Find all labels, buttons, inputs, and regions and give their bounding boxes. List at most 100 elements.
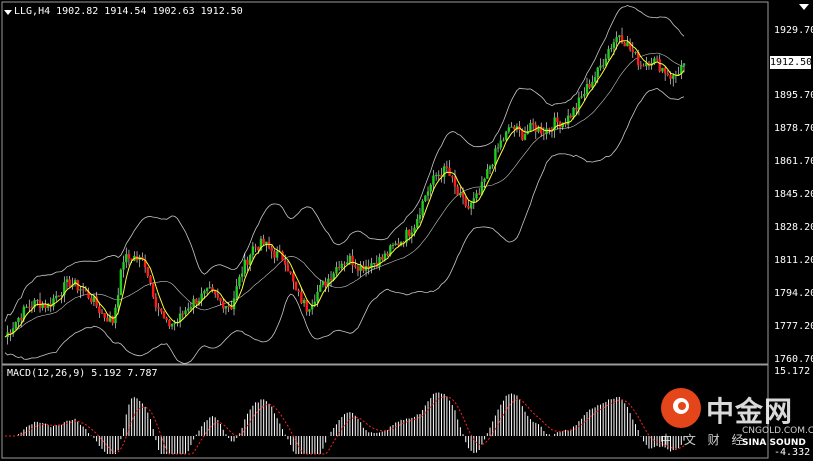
candle-body — [510, 126, 513, 128]
candle-body — [658, 59, 661, 72]
candle-body — [310, 304, 314, 310]
candle-body — [569, 115, 573, 118]
candle-body — [553, 117, 556, 131]
candle-body — [413, 227, 416, 233]
candle-body — [426, 191, 430, 196]
candle-body — [65, 279, 69, 283]
candle-body — [321, 281, 325, 285]
candle-body — [305, 300, 308, 312]
candle-body — [359, 265, 362, 271]
candle-body — [636, 51, 640, 66]
candle-body — [537, 126, 540, 132]
candle-body — [564, 122, 567, 125]
candle-body — [289, 271, 292, 274]
candle-body — [76, 280, 79, 291]
candle-body — [14, 322, 17, 329]
candle-body — [631, 49, 635, 53]
candle-body — [542, 133, 546, 135]
candle-body — [114, 307, 117, 324]
candle-body — [178, 313, 182, 323]
candle-body — [628, 42, 632, 50]
candle-body — [189, 306, 193, 309]
candle-body — [275, 251, 279, 258]
candle-body — [494, 148, 497, 165]
candle-body — [28, 306, 31, 308]
candle-body — [248, 254, 252, 265]
candle-body — [451, 175, 454, 178]
y-tick-label: 1794.20 — [774, 288, 813, 299]
candle-body — [599, 65, 602, 68]
candle-body — [534, 124, 538, 132]
candle-body — [556, 117, 559, 123]
candle-body — [558, 122, 562, 128]
candle-body — [297, 290, 300, 292]
candle-body — [230, 306, 233, 310]
candle-body — [418, 214, 422, 220]
price-panel-frame — [1, 1, 769, 365]
candle-body — [157, 307, 160, 309]
candle-body — [203, 290, 206, 294]
macd-axis-bottom: -4.332 — [774, 447, 811, 458]
candle-body — [531, 122, 535, 125]
candle-body — [410, 232, 414, 236]
candle-body — [585, 83, 589, 94]
candle-body — [461, 192, 465, 198]
candle-body — [472, 198, 476, 203]
candle-body — [615, 37, 618, 43]
candle-body — [639, 65, 643, 67]
candle-body — [620, 35, 624, 43]
macd-axis-top: 15.172 — [774, 366, 811, 377]
candle-body — [292, 273, 295, 282]
candle-body — [680, 65, 683, 74]
current-price-label: 1912.50 — [770, 56, 813, 69]
candle-body — [577, 97, 581, 110]
candle-body — [502, 139, 505, 141]
candle-body — [345, 262, 349, 265]
candle-body — [195, 299, 198, 305]
y-tick-label: 1777.20 — [774, 321, 813, 332]
candle-body — [588, 83, 591, 88]
candle-body — [49, 303, 53, 307]
candle-body — [491, 164, 494, 167]
candle-body — [149, 275, 152, 284]
candle-body — [647, 62, 651, 66]
candle-body — [100, 312, 104, 314]
candle-body — [162, 311, 166, 318]
candle-body — [227, 305, 230, 307]
candle-body — [623, 42, 626, 47]
candle-body — [98, 306, 101, 313]
candle-body — [308, 309, 311, 312]
candle-body — [661, 67, 664, 72]
candle-body — [642, 65, 645, 67]
candle-body — [262, 238, 265, 245]
candle-body — [329, 278, 333, 280]
candle-body — [421, 201, 424, 215]
candle-body — [216, 294, 220, 298]
chart-menu-icon[interactable] — [799, 4, 809, 10]
candle-body — [677, 73, 680, 75]
candle-body — [437, 174, 441, 176]
candle-body — [224, 305, 228, 309]
candle-body — [19, 317, 23, 320]
candle-body — [386, 253, 389, 256]
candle-body — [601, 65, 605, 67]
candle-body — [434, 175, 438, 177]
candle-body — [127, 254, 131, 259]
candle-body — [348, 255, 352, 263]
candle-body — [572, 107, 575, 118]
candle-body — [655, 58, 659, 60]
candle-body — [246, 259, 249, 265]
candle-body — [593, 77, 597, 82]
bollinger-middle-line — [4, 52, 685, 338]
bollinger-lower-line — [4, 87, 685, 364]
y-tick-label: 1861.70 — [774, 156, 813, 167]
candle-body — [416, 219, 419, 228]
candle-body — [36, 300, 39, 302]
candle-body — [151, 283, 155, 298]
candle-body — [612, 42, 616, 48]
candle-body — [669, 75, 672, 79]
dropdown-arrow-icon[interactable] — [4, 10, 12, 15]
candle-body — [170, 324, 174, 327]
candle-body — [607, 49, 610, 59]
